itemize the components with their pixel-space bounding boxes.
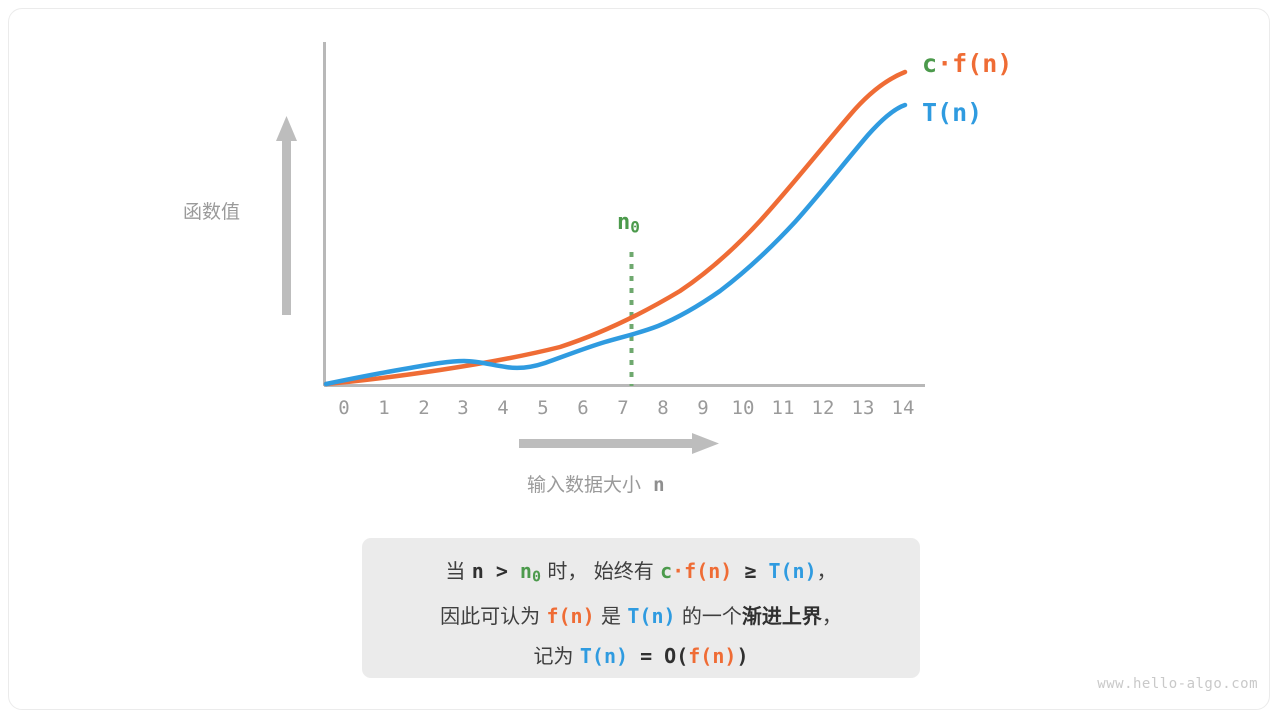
caption-line-2: 因此可认为 f(n) 是 T(n) 的一个渐进上界， xyxy=(440,604,842,629)
x-tick-label: 14 xyxy=(891,397,915,419)
legend-label-c: c xyxy=(922,49,938,78)
x-axis-label: 输入数据大小 n xyxy=(527,476,665,495)
x-tick-label: 8 xyxy=(657,397,669,419)
x-tick-label: 11 xyxy=(771,397,795,419)
y-axis-label: 函数值 xyxy=(183,201,241,223)
watermark: www.hello-algo.com xyxy=(1097,676,1258,692)
x-direction-arrow-icon xyxy=(519,433,719,454)
x-tick-label: 13 xyxy=(851,397,875,419)
x-tick-label: 10 xyxy=(731,397,755,419)
x-tick-label: 7 xyxy=(617,397,629,419)
x-tick-label: 1 xyxy=(378,397,390,419)
curve-t-n xyxy=(323,102,908,387)
legend-label-dot-fn: ·f(n) xyxy=(937,49,1013,78)
threshold-label-base: n xyxy=(617,210,631,235)
x-tick-label: 4 xyxy=(497,397,509,419)
legend-label-t-n: T(n) xyxy=(922,98,983,127)
threshold-label-subscript: 0 xyxy=(630,217,640,237)
y-direction-arrow-icon xyxy=(276,116,297,315)
x-tick-label: 2 xyxy=(418,397,430,419)
x-tick-label: 9 xyxy=(697,397,709,419)
x-tick-label: 12 xyxy=(811,397,835,419)
x-axis-label-variable: n xyxy=(653,474,665,496)
threshold-label-n0: n0 xyxy=(617,212,640,236)
curve-c-f-n xyxy=(323,69,908,387)
x-tick-label: 0 xyxy=(338,397,350,419)
caption-line-3: 记为 T(n) = O(f(n)) xyxy=(533,644,749,669)
caption-box: 当 n > n0 时， 始终有 c·f(n) ≥ T(n)， 因此可认为 f(n… xyxy=(362,538,920,678)
x-tick-label: 6 xyxy=(577,397,589,419)
x-tick-label: 3 xyxy=(457,397,469,419)
x-axis-label-text: 输入数据大小 xyxy=(527,474,642,496)
legend-label-c-f-n: c·f(n) xyxy=(922,51,1012,76)
x-tick-label: 5 xyxy=(537,397,549,419)
caption-line-1: 当 n > n0 时， 始终有 c·f(n) ≥ T(n)， xyxy=(445,559,837,586)
